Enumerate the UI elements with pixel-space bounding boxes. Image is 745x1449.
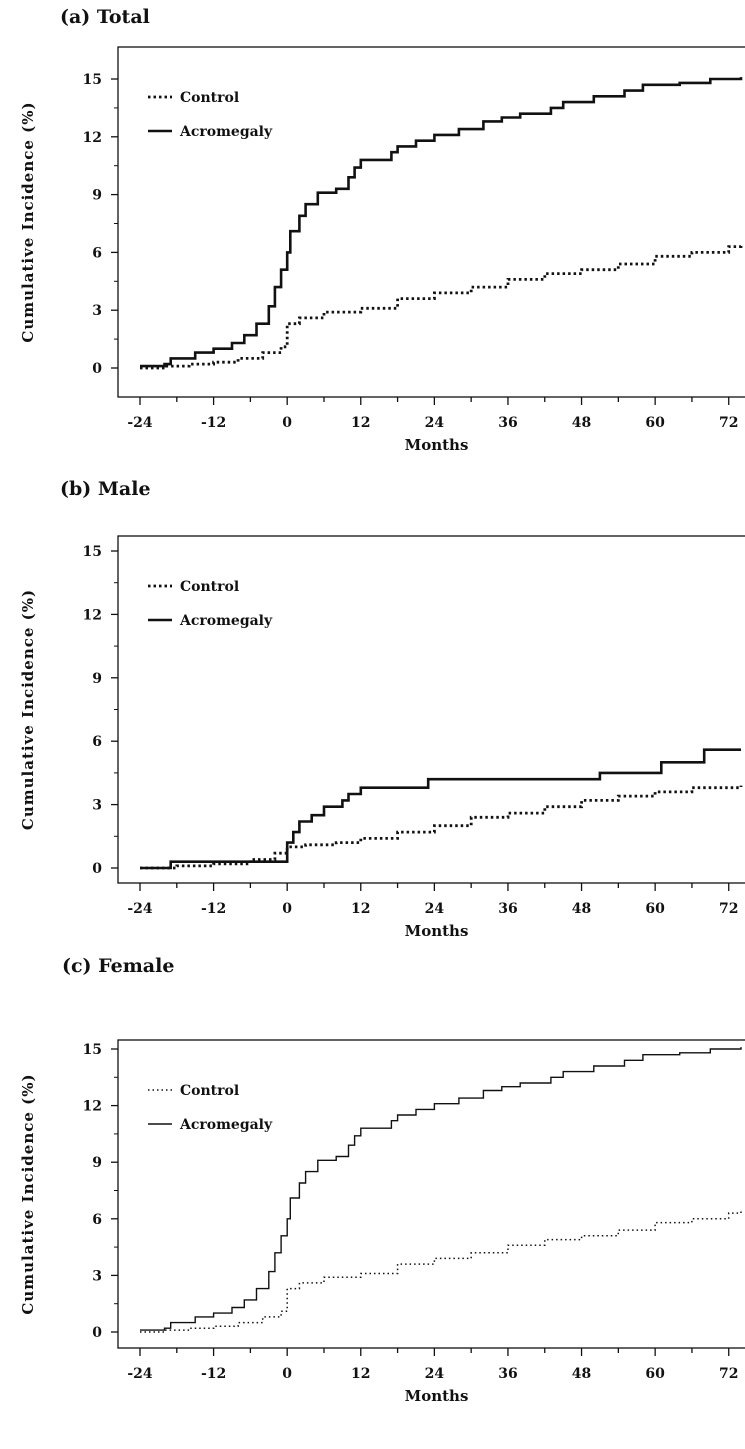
- legend-label-acromegaly: Acromegaly: [179, 124, 273, 140]
- x-tick-label: 60: [645, 1366, 665, 1382]
- x-tick-label: 24: [425, 1366, 445, 1382]
- legend-label-control: Control: [180, 1083, 239, 1099]
- y-tick-label: 12: [83, 130, 102, 146]
- y-tick-label: 15: [83, 544, 102, 560]
- series-line-control: [140, 785, 743, 870]
- y-tick-label: 3: [92, 798, 102, 814]
- panel-title-male: (b) Male: [60, 478, 151, 500]
- y-tick-label: 6: [92, 245, 102, 261]
- x-tick-label: 36: [498, 415, 517, 431]
- y-axis-title: Cumulative Incidence (%): [19, 101, 37, 342]
- series-line-acromegaly: [140, 77, 743, 368]
- x-tick-label: 36: [498, 1366, 517, 1382]
- panel-title-female: (c) Female: [62, 955, 175, 977]
- x-tick-label: 60: [645, 415, 665, 431]
- x-tick-label: 0: [282, 1366, 292, 1382]
- legend-label-acromegaly: Acromegaly: [179, 613, 273, 629]
- series-line-acromegaly: [140, 1047, 742, 1331]
- x-axis-title: Months: [405, 922, 469, 940]
- x-tick-label: -12: [201, 415, 226, 431]
- y-tick-label: 3: [92, 1268, 102, 1284]
- x-tick-label: -24: [127, 415, 153, 431]
- series-line-acromegaly: [140, 748, 741, 870]
- x-axis-title: Months: [405, 1387, 469, 1405]
- x-tick-label: 48: [572, 901, 591, 917]
- y-tick-label: 3: [92, 303, 102, 319]
- y-axis-title: Cumulative Incidence (%): [19, 589, 37, 830]
- legend-label-control: Control: [180, 579, 239, 595]
- x-tick-label: 24: [425, 901, 445, 917]
- y-tick-label: 9: [92, 671, 102, 687]
- panel-title-total: (a) Total: [60, 6, 150, 28]
- x-tick-label: 72: [719, 1366, 738, 1382]
- y-tick-label: 9: [92, 1155, 102, 1171]
- x-tick-label: 24: [425, 415, 445, 431]
- y-axis-title: Cumulative Incidence (%): [19, 1073, 37, 1314]
- x-tick-label: 0: [282, 415, 292, 431]
- x-axis-title: Months: [405, 436, 469, 454]
- y-tick-label: 6: [92, 734, 102, 750]
- x-tick-label: 72: [719, 415, 738, 431]
- x-tick-label: 12: [351, 901, 370, 917]
- x-tick-label: 12: [351, 1366, 370, 1382]
- y-tick-label: 15: [83, 72, 102, 88]
- x-tick-label: -24: [127, 901, 153, 917]
- x-tick-label: 60: [645, 901, 665, 917]
- plot-frame: [117, 1039, 745, 1349]
- y-tick-label: 9: [92, 188, 102, 204]
- y-tick-label: 0: [92, 361, 102, 377]
- y-tick-label: 0: [92, 1325, 102, 1341]
- x-tick-label: -12: [201, 1366, 226, 1382]
- x-tick-label: 72: [719, 901, 738, 917]
- y-tick-label: 6: [92, 1212, 102, 1228]
- series-line-control: [140, 244, 743, 370]
- x-tick-label: -12: [201, 901, 226, 917]
- legend-label-acromegaly: Acromegaly: [179, 1117, 273, 1133]
- x-tick-label: -24: [127, 1366, 153, 1382]
- x-tick-label: 12: [351, 415, 370, 431]
- legend-label-control: Control: [180, 90, 239, 106]
- x-tick-label: 48: [572, 1366, 591, 1382]
- x-tick-label: 36: [498, 901, 517, 917]
- x-tick-label: 48: [572, 415, 591, 431]
- y-tick-label: 12: [83, 607, 102, 623]
- series-line-control: [140, 1211, 742, 1333]
- plot-frame: [117, 46, 745, 398]
- y-tick-label: 12: [83, 1099, 102, 1115]
- y-tick-label: 0: [92, 861, 102, 877]
- y-tick-label: 15: [83, 1042, 102, 1058]
- x-tick-label: 0: [282, 901, 292, 917]
